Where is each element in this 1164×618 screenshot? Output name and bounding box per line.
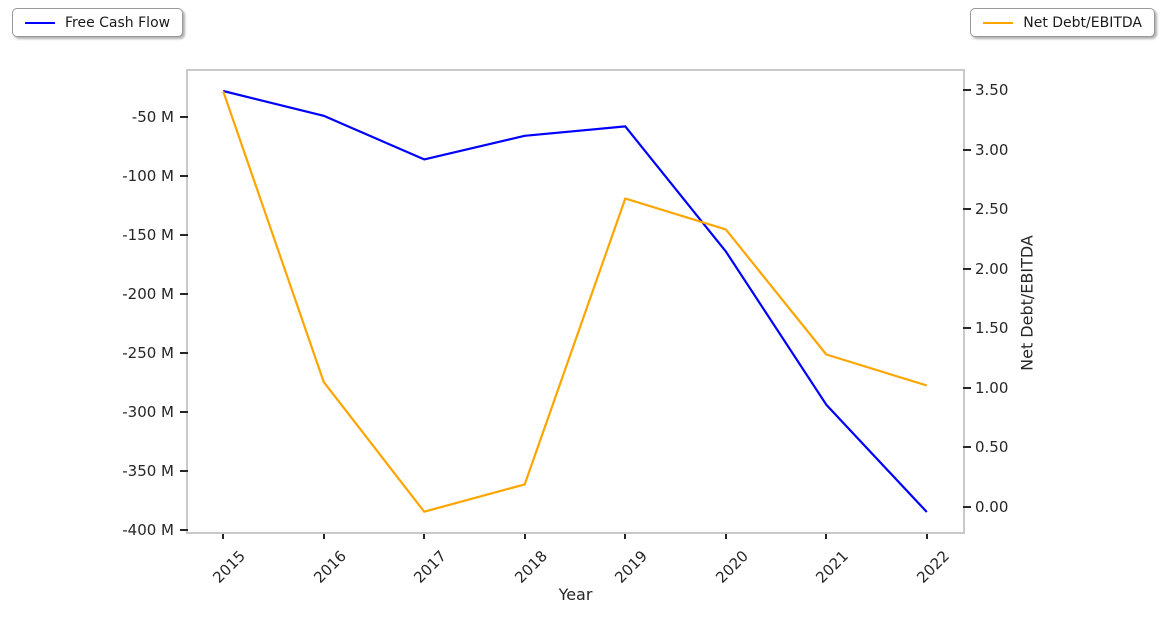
x-tick-label: 2020 [711, 547, 752, 587]
tick-mark [825, 534, 828, 539]
x-axis-title: Year [558, 585, 593, 604]
tick-mark [925, 534, 928, 539]
y-tick-label-right: 1.50 [975, 319, 1009, 338]
y-tick-label-right: 0.00 [975, 497, 1009, 516]
legend-net-debt-ebitda: Net Debt/EBITDA [970, 8, 1155, 37]
tick-mark [180, 292, 188, 295]
y-tick-label-left: -100 M [122, 166, 174, 185]
y-tick-label-right: 0.50 [975, 438, 1009, 457]
legend-free-cash-flow: Free Cash Flow [12, 8, 184, 37]
y-tick-label-right: 2.50 [975, 200, 1009, 219]
tick-mark [180, 174, 188, 177]
y-tick-label-left: -250 M [122, 343, 174, 362]
x-tick-label: 2016 [309, 547, 350, 587]
y-tick-label-right: 3.00 [975, 140, 1009, 159]
x-tick-label: 2017 [410, 547, 450, 587]
tick-mark [222, 534, 225, 539]
legend-line-sample-blue [25, 21, 55, 24]
x-tick-label: 2021 [812, 547, 853, 587]
tick-mark [180, 115, 188, 118]
y-tick-label-left: -150 M [122, 225, 174, 244]
x-tick-label: 2015 [209, 547, 249, 587]
tick-mark [180, 469, 188, 472]
y-tick-label-right: 1.00 [975, 378, 1009, 397]
tick-mark [523, 534, 526, 539]
x-tick-label: 2019 [611, 547, 651, 587]
tick-mark [180, 233, 188, 236]
y-tick-label-left: -200 M [122, 284, 174, 303]
legend-line-sample-orange [983, 21, 1014, 24]
plot-area [186, 69, 965, 534]
legend-label-net-debt-ebitda: Net Debt/EBITDA [1023, 14, 1142, 31]
tick-mark [963, 446, 971, 449]
tick-mark [423, 534, 426, 539]
legend-label-free-cash-flow: Free Cash Flow [65, 14, 171, 31]
x-tick-label: 2018 [510, 547, 551, 587]
right-axis-title: Net Debt/EBITDA [1017, 235, 1037, 371]
tick-mark [180, 410, 188, 413]
tick-mark [963, 327, 971, 330]
chart-canvas [222, 89, 928, 513]
y-tick-label-left: -300 M [122, 402, 174, 421]
tick-mark [180, 351, 188, 354]
tick-mark [724, 534, 727, 539]
tick-mark [963, 505, 971, 508]
net-debt-ebitda-line-series [222, 90, 928, 513]
y-tick-label-right: 3.50 [975, 81, 1009, 100]
y-tick-label-left: -400 M [122, 520, 174, 539]
tick-mark [180, 528, 188, 531]
y-tick-label-left: -350 M [122, 461, 174, 480]
tick-mark [963, 148, 971, 151]
free-cash-flow-line-series [222, 89, 928, 513]
tick-mark [963, 267, 971, 270]
tick-mark [963, 89, 971, 92]
y-tick-label-right: 2.00 [975, 259, 1009, 278]
tick-mark [624, 534, 627, 539]
tick-mark [963, 208, 971, 211]
tick-mark [322, 534, 325, 539]
y-tick-label-left: -50 M [131, 107, 174, 126]
x-tick-label: 2022 [912, 547, 953, 587]
tick-mark [963, 386, 971, 389]
